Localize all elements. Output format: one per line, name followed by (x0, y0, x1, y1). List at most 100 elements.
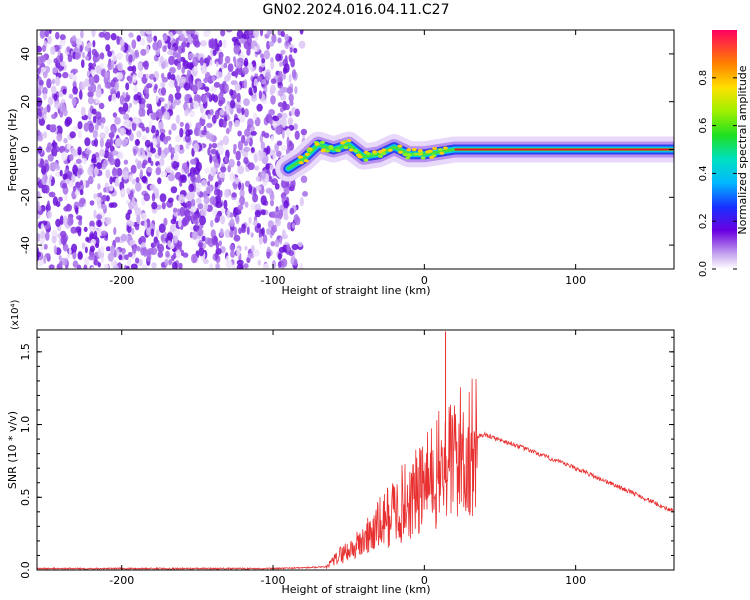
noise-speckle (60, 235, 68, 245)
noise-speckle (77, 251, 83, 260)
noise-speckle (134, 49, 139, 58)
noise-speckle (179, 56, 186, 62)
noise-speckle (141, 242, 146, 248)
noise-speckle (138, 122, 145, 129)
signal-hotspot (397, 144, 403, 148)
noise-speckle (179, 121, 184, 127)
noise-speckle (237, 165, 245, 175)
noise-speckle (37, 108, 42, 116)
noise-speckle (64, 118, 71, 127)
noise-speckle (150, 228, 155, 237)
noise-speckle (204, 86, 210, 92)
noise-speckle (283, 214, 289, 221)
noise-speckle (137, 73, 144, 79)
noise-speckle (211, 116, 217, 122)
noise-speckle (53, 245, 58, 255)
y-tick-label: 0.0 (19, 561, 32, 579)
noise-speckle (150, 247, 158, 256)
noise-speckle (167, 49, 175, 56)
snr-frame (36, 329, 675, 571)
noise-speckle (225, 104, 230, 115)
noise-speckle (99, 132, 106, 140)
noise-speckle (151, 192, 156, 202)
noise-speckle (95, 111, 102, 120)
colorbar: 0.0 0.2 0.4 0.6 0.8 Normalized spectral ampl… (698, 30, 749, 277)
noise-speckle (219, 139, 224, 146)
y-tick-label: 1.5 (19, 343, 32, 361)
noise-speckle (169, 67, 176, 74)
spectrogram-xlabel: Height of straight line (km) (281, 284, 430, 297)
noise-speckle (233, 234, 241, 242)
signal-hotspot (320, 140, 325, 144)
noise-speckle (72, 35, 77, 41)
noise-speckle (120, 233, 127, 242)
noise-speckle (247, 162, 255, 171)
noise-speckle (260, 151, 267, 158)
noise-speckle (93, 209, 97, 219)
noise-speckle (146, 227, 151, 236)
noise-speckle (243, 140, 249, 147)
noise-speckle (277, 261, 282, 269)
noise-speckle (104, 71, 110, 79)
noise-speckle (282, 73, 287, 80)
noise-speckle (44, 253, 51, 259)
noise-speckle (275, 125, 282, 135)
noise-speckle (299, 263, 304, 269)
noise-speckle (77, 121, 83, 130)
noise-speckle (155, 95, 159, 103)
noise-speckle (124, 254, 129, 261)
noise-speckle (84, 137, 91, 147)
noise-speckle (46, 58, 52, 65)
noise-speckle (198, 247, 205, 257)
noise-speckle (37, 135, 44, 142)
noise-speckle (260, 61, 266, 68)
noise-speckle (180, 76, 186, 84)
signal-hotspot (340, 141, 346, 145)
noise-speckle (94, 123, 99, 131)
noise-speckle (260, 53, 265, 59)
noise-speckle (71, 174, 76, 183)
noise-speckle (50, 46, 56, 55)
noise-speckle (62, 243, 69, 252)
noise-speckle (270, 57, 274, 63)
y-tick-label: 0 (19, 146, 32, 153)
noise-speckle (208, 143, 212, 150)
noise-speckle (60, 230, 67, 238)
noise-speckle (85, 55, 89, 61)
noise-speckle (260, 170, 267, 180)
noise-speckle (240, 228, 246, 234)
noise-speckle (114, 181, 120, 187)
noise-speckle (128, 76, 133, 85)
noise-speckle (120, 46, 125, 52)
noise-speckle (163, 147, 170, 155)
noise-speckle (114, 138, 121, 148)
noise-speckle (234, 177, 240, 185)
snr-panel: -200 -100 0 100 0.0 0.5 1.0 1.5 Height of strai… (6, 299, 675, 596)
noise-speckle (88, 62, 93, 68)
noise-speckle (104, 31, 111, 41)
noise-speckle (277, 252, 282, 261)
noise-speckle (215, 213, 221, 223)
signal-hotspot (303, 159, 309, 163)
noise-speckle (276, 150, 282, 157)
noise-speckle (39, 30, 46, 39)
noise-speckle (172, 160, 178, 169)
noise-speckle (278, 246, 286, 253)
noise-speckle (224, 83, 229, 94)
noise-speckle (167, 41, 172, 50)
noise-speckle (146, 167, 153, 173)
noise-speckle (253, 78, 258, 88)
snr-marks (37, 331, 674, 570)
noise-speckle (285, 128, 291, 137)
noise-speckle (286, 243, 291, 252)
noise-speckle (81, 59, 85, 68)
noise-speckle (224, 55, 231, 64)
noise-speckle (203, 196, 210, 205)
noise-speckle (101, 194, 107, 202)
noise-speckle (178, 194, 186, 204)
noise-speckle (257, 259, 261, 266)
noise-speckle (71, 243, 78, 253)
signal-hotspot (348, 148, 354, 152)
noise-speckle (259, 134, 264, 144)
noise-speckle (244, 128, 251, 137)
